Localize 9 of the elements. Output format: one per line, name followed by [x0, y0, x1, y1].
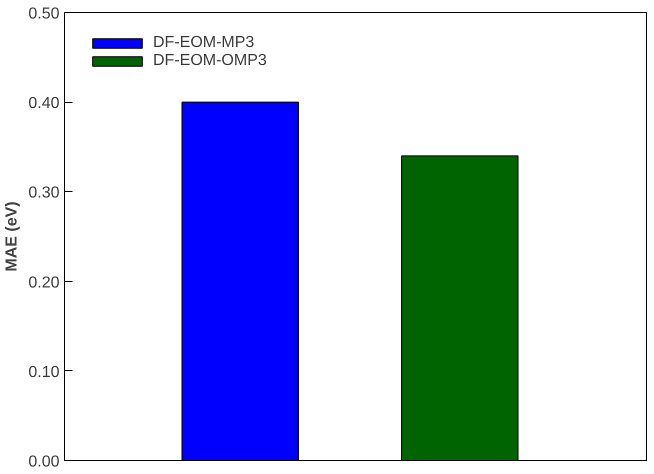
y-axis-title: MAE (eV) [3, 201, 20, 272]
legend-label: DF-EOM-OMP3 [153, 52, 267, 70]
y-tick-label: 0.40 [28, 95, 60, 112]
y-tick-label: 0.20 [28, 274, 60, 292]
y-tick-label: 0.50 [28, 6, 60, 22]
y-tick-label: 0.30 [28, 184, 60, 202]
legend-label: DF-EOM-MP3 [153, 34, 254, 52]
y-tick-label: 0.10 [28, 364, 60, 381]
y-tick-label: 0.00 [28, 454, 60, 470]
